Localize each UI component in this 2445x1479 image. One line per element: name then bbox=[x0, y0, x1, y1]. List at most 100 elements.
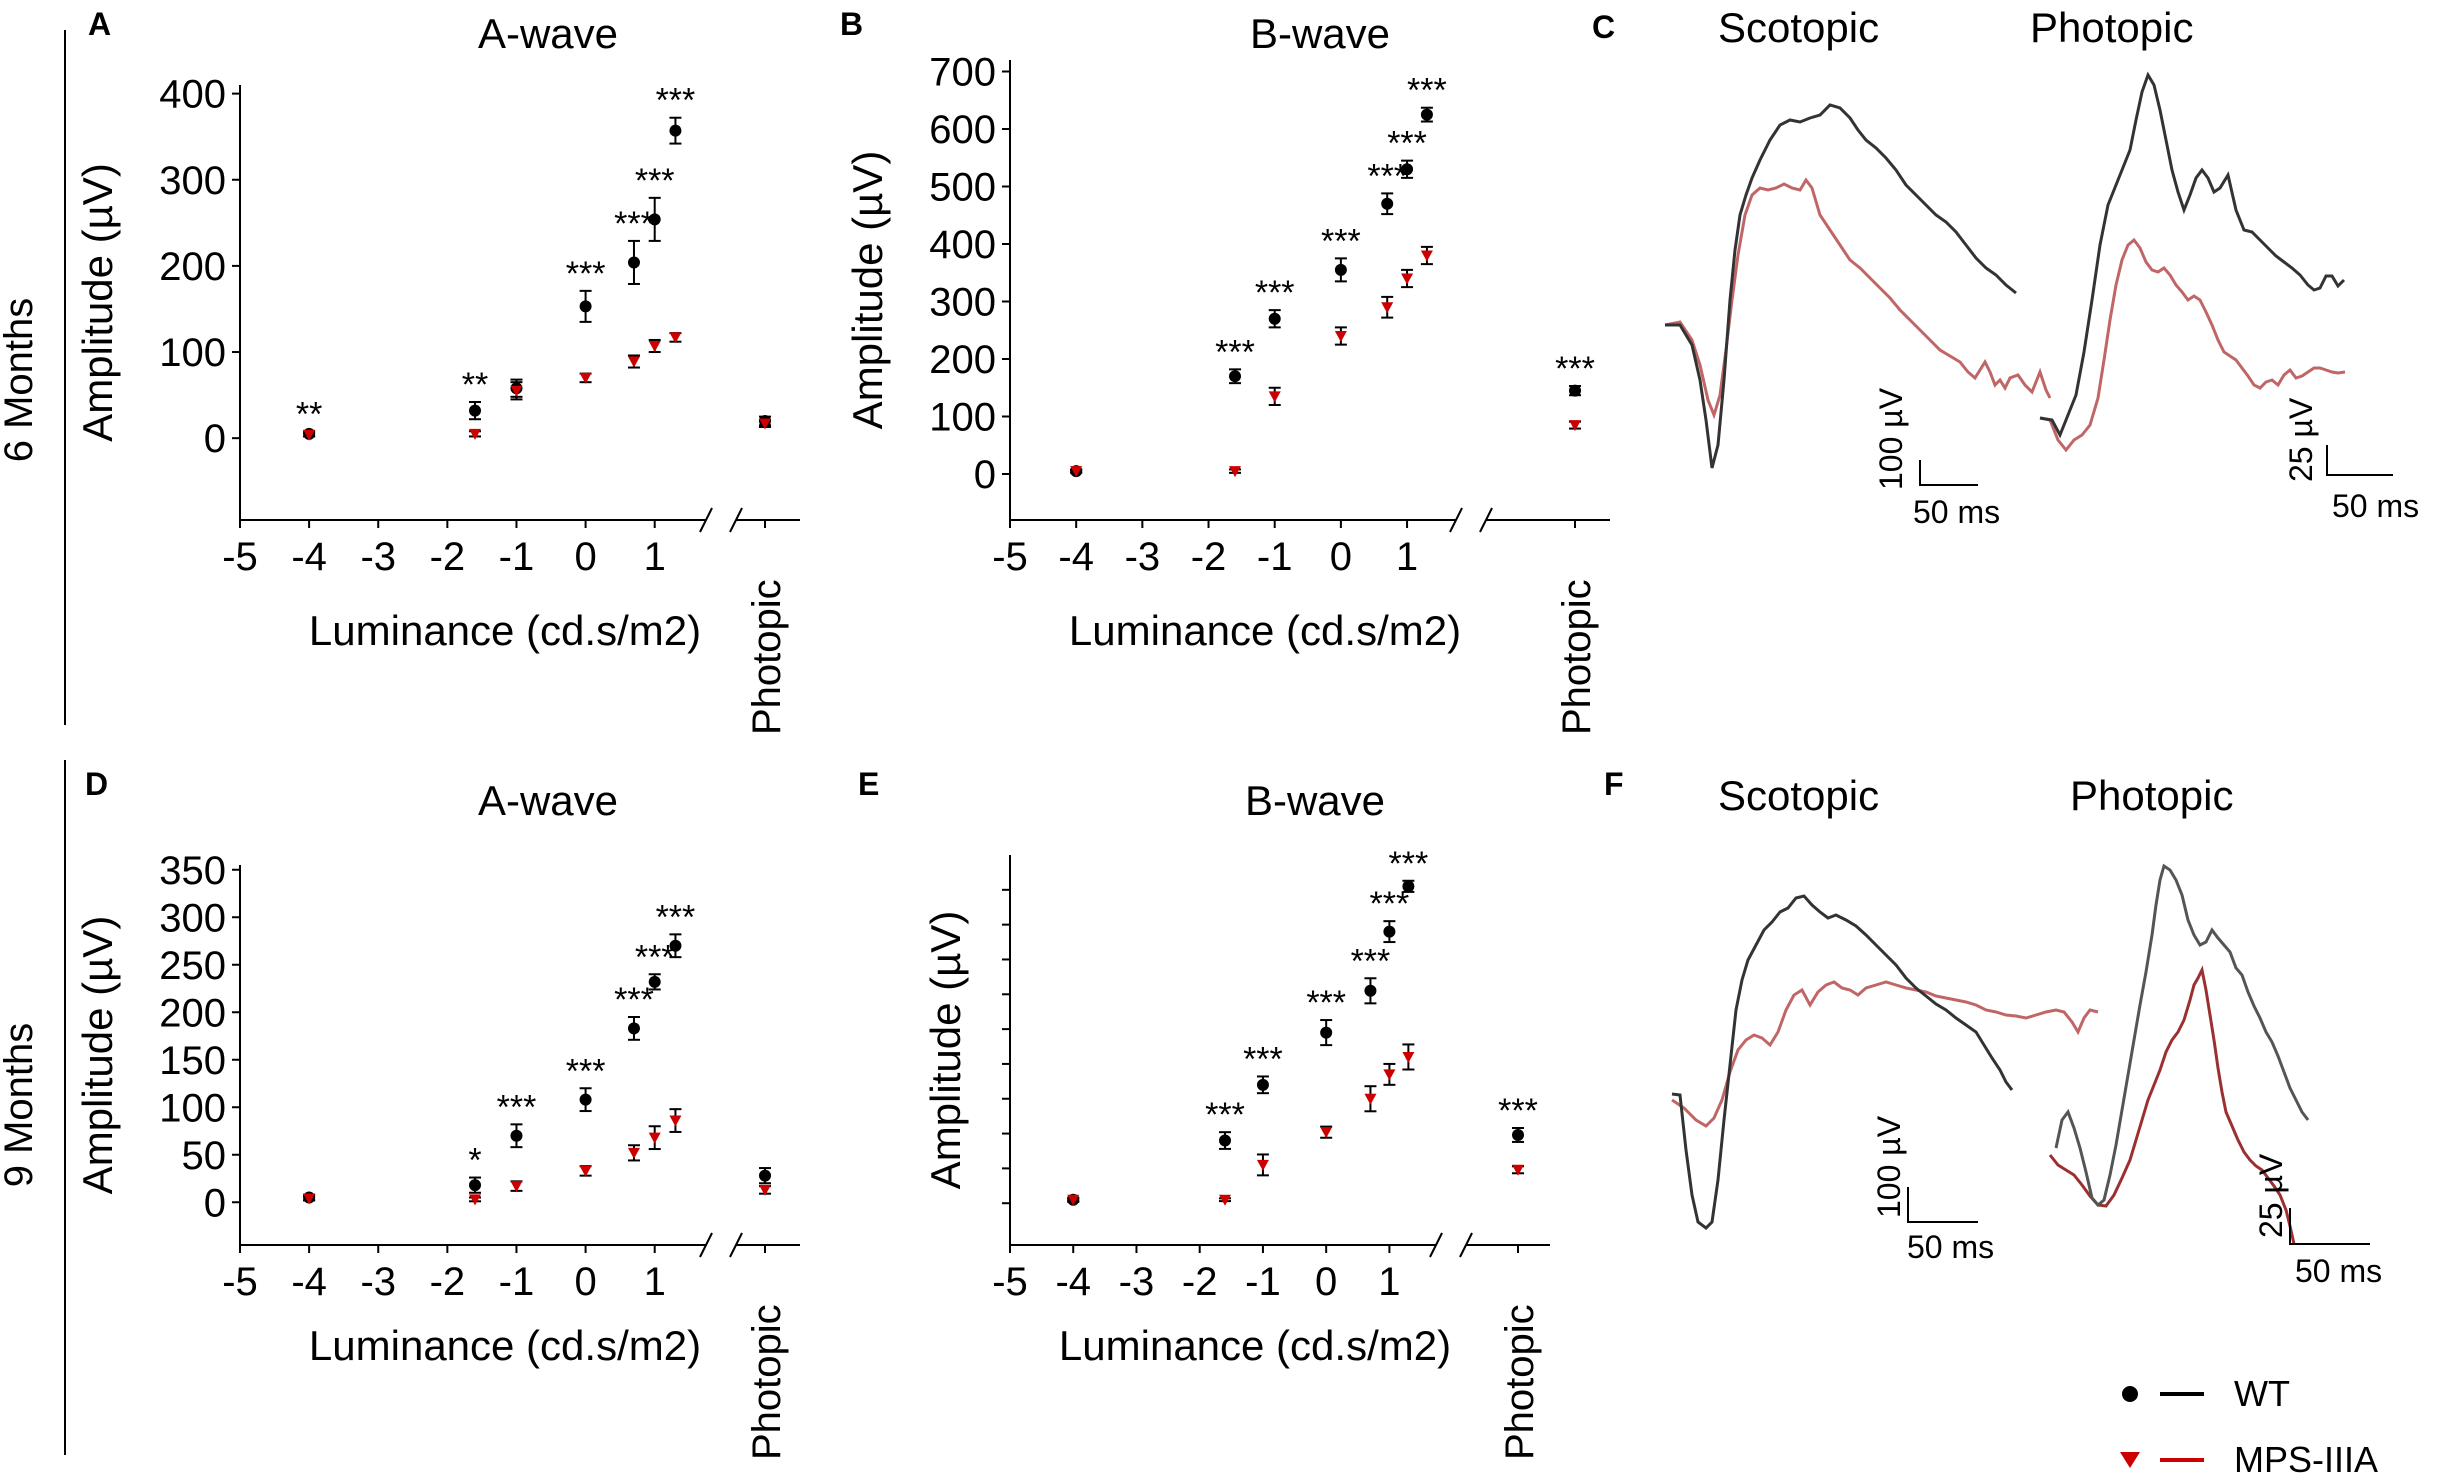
panel-b-y-tick-label: 0 bbox=[974, 453, 996, 497]
panel-a-title: A-wave bbox=[478, 10, 618, 57]
panel-a-y-tick-label: 300 bbox=[159, 159, 226, 203]
panel-c-photopic-wt-trace bbox=[2039, 71, 2346, 439]
panel-b-x-tick-label: -2 bbox=[1191, 535, 1227, 579]
panel-b-y-tick-label: 400 bbox=[929, 223, 996, 267]
panel-e-axis-break-mark bbox=[1459, 1232, 1473, 1258]
panel-e-x-tick-label: 1 bbox=[1378, 1260, 1400, 1304]
panel-b-x-tick-label: 1 bbox=[1396, 535, 1418, 579]
panel-a-mps-point bbox=[648, 341, 661, 352]
panel-b-mps-point bbox=[1070, 466, 1083, 478]
panel-a-wt-point bbox=[579, 300, 592, 313]
panel-d-mps-point bbox=[579, 1165, 592, 1177]
panel-f-scotopic-mps-trace bbox=[1671, 980, 2099, 1128]
panel-b-x-tick-label: -1 bbox=[1257, 535, 1293, 579]
panel-a-significance-label: *** bbox=[635, 162, 675, 200]
panel-b-y-tick-label: 200 bbox=[929, 338, 996, 382]
panel-d-wt-point bbox=[648, 975, 661, 988]
panel-d-y-tick-label: 200 bbox=[159, 991, 226, 1035]
legend-wt-label: WT bbox=[2234, 1373, 2290, 1414]
panel-c-scotopic-scale-time: 50 ms bbox=[1913, 494, 2000, 530]
legend-mps-marker bbox=[2120, 1452, 2140, 1468]
panel-e-x-axis-label: Luminance (cd.s/m2) bbox=[1059, 1322, 1451, 1369]
panel-c-photopic-scale-time: 50 ms bbox=[2332, 488, 2419, 524]
panel-c-letter: C bbox=[1592, 9, 1615, 45]
panel-e-mps-point bbox=[1512, 1164, 1524, 1176]
panel-d-mps-point bbox=[669, 1115, 682, 1127]
panel-f-photopic-mps-trace bbox=[2048, 965, 2296, 1245]
panel-a-axis-break-mark bbox=[699, 507, 713, 533]
panel-e-mps-point bbox=[1320, 1127, 1333, 1139]
panel-b-wt-point bbox=[1268, 312, 1281, 325]
panel-a-mps-point bbox=[579, 372, 592, 384]
panel-d-mps-point bbox=[303, 1193, 316, 1205]
panel-c-scotopic-scale-amp: 100 µV bbox=[1873, 387, 1909, 490]
panel-d-axis-break-mark bbox=[699, 1232, 713, 1258]
panel-a-mps-point bbox=[303, 429, 316, 441]
panel-b-y-tick-label: 100 bbox=[929, 396, 996, 440]
panel-e-x-tick-label: -3 bbox=[1119, 1260, 1155, 1304]
panel-b-significance-label: *** bbox=[1387, 125, 1427, 163]
row-label-9-months: 9 Months bbox=[0, 1023, 41, 1188]
panel-a-significance-label: *** bbox=[656, 82, 696, 120]
panel-d-y-tick-label: 350 bbox=[159, 849, 226, 893]
panel-f-scotopic-wt-trace bbox=[1671, 894, 2014, 1230]
panel-e-significance-label: *** bbox=[1498, 1092, 1538, 1130]
panel-a-photopic-tick-label: Photopic bbox=[745, 579, 789, 735]
panel-a-wt-point bbox=[648, 213, 661, 226]
legend-mps-label: MPS-IIIA bbox=[2234, 1439, 2378, 1479]
panel-e-wt-point bbox=[1402, 880, 1415, 893]
legend-wt-marker bbox=[2122, 1386, 2138, 1402]
panel-c-scotopic-scale-bar bbox=[1919, 460, 1978, 486]
panel-a-y-axis-label: Amplitude (µV) bbox=[74, 163, 121, 442]
panel-e-significance-label: *** bbox=[1243, 1040, 1283, 1078]
panel-c-scotopic-title: Scotopic bbox=[1718, 4, 1879, 51]
panel-a-mps-point bbox=[510, 385, 523, 397]
panel-f-photopic-scale-time: 50 ms bbox=[2295, 1253, 2382, 1289]
panel-e-wt-point bbox=[1512, 1128, 1524, 1141]
panel-d-wt-point bbox=[669, 939, 682, 952]
panel-b-mps-point bbox=[1381, 302, 1394, 314]
panel-a-x-tick-label: -1 bbox=[499, 535, 535, 579]
panel-d-mps-point bbox=[759, 1184, 771, 1196]
panel-d-x-tick-label: -5 bbox=[222, 1260, 258, 1304]
panel-a-x-tick-label: 0 bbox=[574, 535, 596, 579]
panel-c-photopic-scale-bar bbox=[2326, 445, 2393, 476]
panel-f-scotopic-title: Scotopic bbox=[1718, 772, 1879, 819]
panel-d-x-tick-label: -4 bbox=[291, 1260, 327, 1304]
panel-a-x-tick-label: -2 bbox=[430, 535, 466, 579]
panel-a-x-tick-label: -3 bbox=[360, 535, 396, 579]
panel-e-significance-label: *** bbox=[1370, 885, 1410, 923]
panel-e-axis-break-mark bbox=[1429, 1232, 1443, 1258]
panel-f-photopic-title: Photopic bbox=[2070, 772, 2233, 819]
panel-e-wt-point bbox=[1320, 1026, 1333, 1039]
panel-d-photopic-tick-label: Photopic bbox=[745, 1304, 789, 1460]
panel-d-y-tick-label: 50 bbox=[182, 1134, 227, 1178]
panel-e-photopic-tick-label: Photopic bbox=[1498, 1304, 1542, 1460]
panel-d-title: A-wave bbox=[478, 777, 618, 824]
panel-a-mps-point bbox=[627, 356, 640, 368]
panel-b-wt-point bbox=[1381, 197, 1394, 210]
panel-e-title: B-wave bbox=[1245, 777, 1385, 824]
panel-a-x-tick-label: 1 bbox=[644, 535, 666, 579]
panel-b-x-tick-label: 0 bbox=[1330, 535, 1352, 579]
panel-d-x-tick-label: 0 bbox=[574, 1260, 596, 1304]
panel-d-significance-label: *** bbox=[566, 1052, 606, 1090]
panel-b-significance-label: *** bbox=[1555, 350, 1595, 388]
panel-e-x-tick-label: -4 bbox=[1055, 1260, 1091, 1304]
panel-b-mps-point bbox=[1569, 420, 1581, 432]
panel-d-letter: D bbox=[85, 766, 108, 802]
panel-a-significance-label: *** bbox=[614, 205, 654, 243]
panel-e-letter: E bbox=[858, 766, 879, 802]
panel-e-significance-label: *** bbox=[1389, 845, 1429, 883]
panel-b-mps-point bbox=[1401, 273, 1414, 285]
panel-a-x-axis-label: Luminance (cd.s/m2) bbox=[309, 607, 701, 654]
panel-e-significance-label: *** bbox=[1306, 984, 1346, 1022]
panel-d-wt-point bbox=[627, 1022, 640, 1035]
panel-e-wt-point bbox=[1219, 1134, 1231, 1147]
panel-b-title: B-wave bbox=[1250, 10, 1390, 57]
panel-a-wt-point bbox=[469, 404, 481, 417]
panel-f-photopic-wt-trace bbox=[2054, 863, 2310, 1208]
panel-f-scotopic-scale-time: 50 ms bbox=[1907, 1229, 1994, 1265]
panel-c-scotopic-wt-trace bbox=[1665, 103, 2017, 469]
